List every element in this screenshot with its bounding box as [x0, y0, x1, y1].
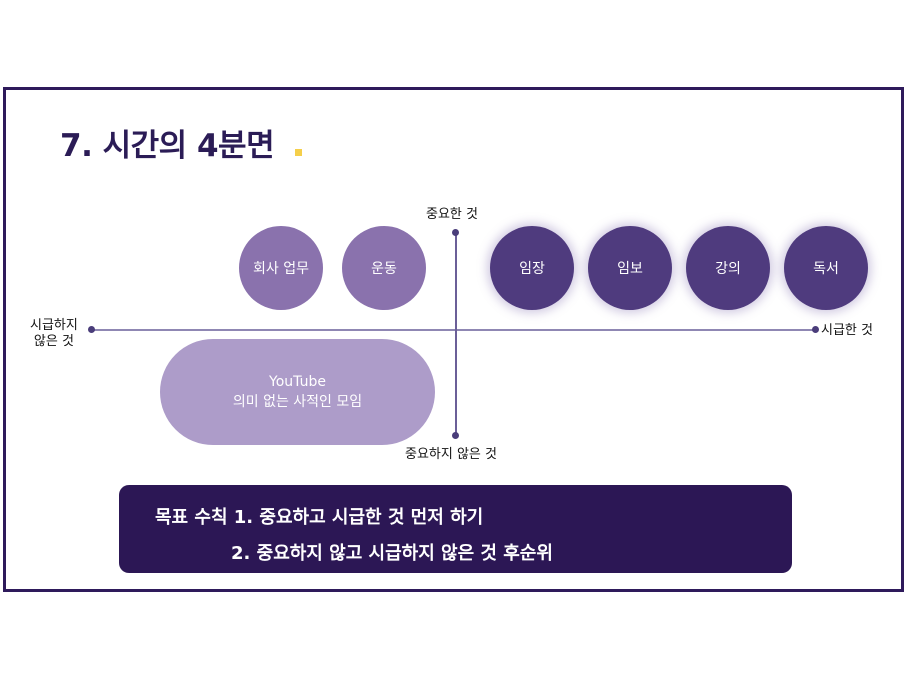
title-accent-dot: [295, 149, 302, 156]
pill-not-important-not-urgent: YouTube 의미 없는 사적인 모임: [160, 339, 435, 445]
axis-label-urgent: 시급한 것: [821, 323, 873, 338]
urgency-axis: [91, 329, 816, 331]
axis-bottom-end-dot: [452, 432, 459, 439]
goal-box: 목표 수칙 1. 중요하고 시급한 것 먼저 하기 2. 중요하지 않고 시급하…: [119, 485, 792, 573]
pill-line-meetings: 의미 없는 사적인 모임: [232, 394, 363, 410]
axis-top-end-dot: [452, 229, 459, 236]
importance-axis: [455, 232, 457, 436]
axis-label-not-urgent-line1: 시급하지: [30, 318, 78, 333]
axis-label-important: 중요한 것: [426, 207, 478, 222]
axis-label-not-urgent-line2: 않은 것: [33, 334, 74, 349]
axis-right-end-dot: [812, 326, 819, 333]
bubble-company-work: 회사 업무: [239, 226, 323, 310]
bubble-site-visit: 임장: [490, 226, 574, 310]
axis-left-end-dot: [88, 326, 95, 333]
axis-label-not-important: 중요하지 않은 것: [405, 447, 497, 462]
pill-line-youtube: YouTube: [269, 374, 326, 390]
bubble-reading: 독서: [784, 226, 868, 310]
bubble-site-report: 임보: [588, 226, 672, 310]
bubble-lecture: 강의: [686, 226, 770, 310]
slide-title: 7. 시간의 4분면: [60, 128, 275, 164]
goal-rule-2: 2. 중요하지 않고 시급하지 않은 것 후순위: [231, 543, 553, 564]
bubble-exercise: 운동: [342, 226, 426, 310]
axis-label-not-urgent: 시급하지 않은 것: [30, 318, 78, 350]
goal-rule-1: 목표 수칙 1. 중요하고 시급한 것 먼저 하기: [155, 507, 484, 528]
